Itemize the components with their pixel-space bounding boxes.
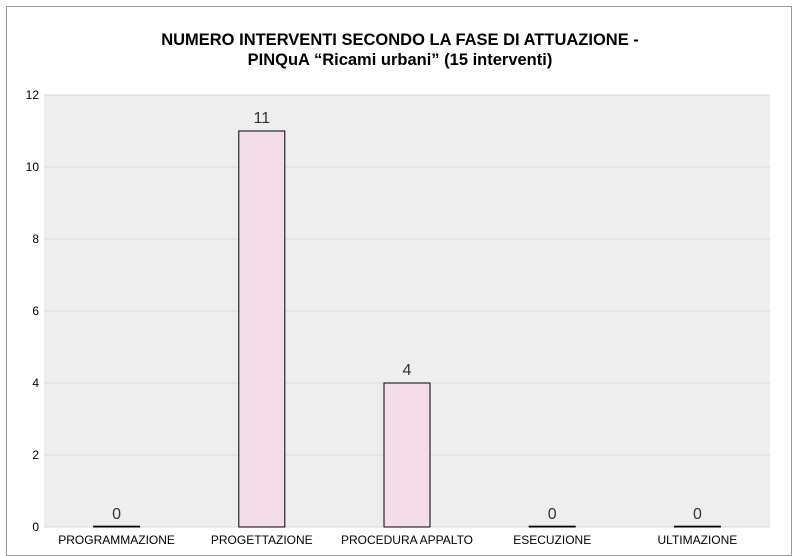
chart-subtitle: PINQuA “Ricami urbani” (15 interventi) — [247, 51, 553, 69]
y-tick-label-5: 10 — [26, 160, 40, 174]
data-label-2: 4 — [403, 362, 412, 379]
y-tick-label-1: 2 — [32, 448, 39, 462]
x-tick-label-3: ESECUZIONE — [513, 533, 591, 547]
bar-4 — [673, 525, 721, 528]
bar-3 — [528, 525, 576, 528]
data-label-0: 0 — [112, 506, 121, 523]
x-tick-label-0: PROGRAMMAZIONE — [58, 533, 175, 547]
data-label-3: 0 — [548, 506, 557, 523]
y-tick-label-0: 0 — [32, 520, 39, 534]
bar-2 — [383, 382, 431, 528]
chart-title: NUMERO INTERVENTI SECONDO LA FASE DI ATT… — [161, 31, 639, 49]
data-label-4: 0 — [693, 506, 702, 523]
chart-title-block: NUMERO INTERVENTI SECONDO LA FASE DI ATT… — [0, 30, 800, 70]
x-tick-label-2: PROCEDURA APPALTO — [341, 533, 473, 547]
bar-1 — [238, 130, 286, 528]
bar-0 — [93, 525, 141, 528]
y-tick-label-4: 8 — [32, 232, 39, 246]
data-label-1: 11 — [253, 110, 270, 127]
y-tick-label-6: 12 — [26, 88, 40, 102]
y-tick-label-2: 4 — [32, 376, 39, 390]
y-tick-label-3: 6 — [32, 304, 39, 318]
x-tick-label-1: PROGETTAZIONE — [211, 533, 313, 547]
x-tick-label-4: ULTIMAZIONE — [658, 533, 738, 547]
